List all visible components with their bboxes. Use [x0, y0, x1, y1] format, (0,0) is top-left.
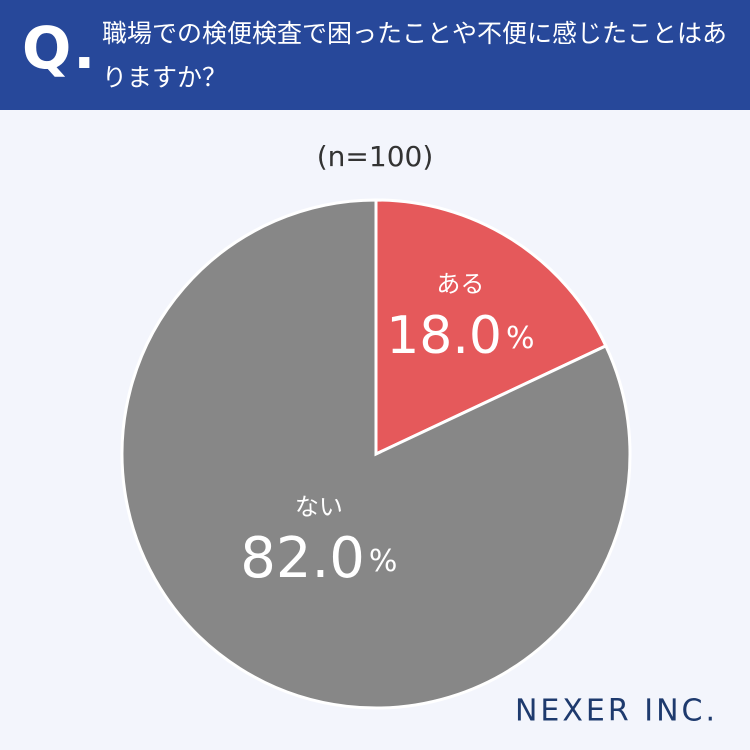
value-unit: %: [506, 321, 535, 356]
value-number: 82.0: [240, 526, 365, 591]
value-unit: %: [369, 544, 398, 579]
value-number: 18.0: [386, 306, 502, 366]
pie-slice: [374, 198, 608, 457]
value-label: 82.0%: [240, 526, 397, 591]
brand-logo: NEXER INC.: [515, 694, 718, 729]
chart-title: 職場での検便検査で困ったことや不便に感じたことはありますか？: [102, 19, 728, 92]
value-label: 18.0%: [386, 306, 534, 366]
header: Q. 職場での検便検査で困ったことや不便に感じたことはありますか？: [0, 0, 750, 110]
category-label: ない: [295, 493, 343, 521]
chart-subtitle: (n=100): [317, 140, 434, 173]
question-mark: Q.: [22, 14, 98, 82]
pie-slice: [120, 198, 632, 710]
category-label: ある: [436, 270, 484, 298]
